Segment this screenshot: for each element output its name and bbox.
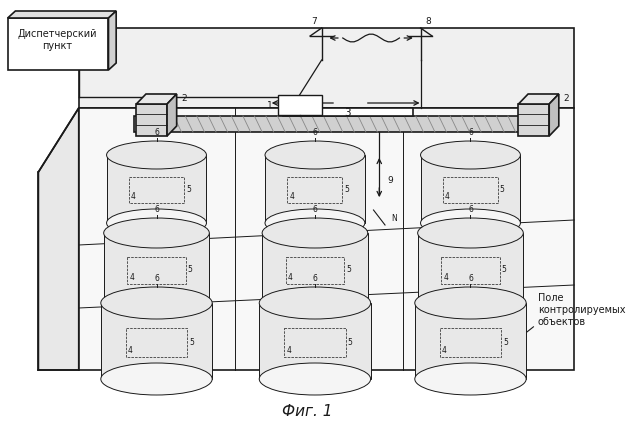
Text: 5: 5 [186, 185, 191, 194]
Polygon shape [104, 233, 209, 305]
Ellipse shape [415, 287, 526, 319]
Text: 4: 4 [129, 273, 134, 282]
Polygon shape [278, 95, 322, 115]
Polygon shape [549, 94, 559, 136]
Text: 6: 6 [312, 274, 317, 283]
Polygon shape [420, 155, 520, 223]
Polygon shape [259, 303, 371, 379]
Text: 2: 2 [182, 94, 187, 103]
Ellipse shape [265, 209, 365, 237]
Text: 1: 1 [267, 101, 273, 110]
Polygon shape [167, 94, 177, 136]
Ellipse shape [104, 290, 209, 320]
Ellipse shape [101, 363, 212, 395]
Polygon shape [284, 108, 413, 116]
Text: 6: 6 [154, 128, 159, 137]
Text: 5: 5 [344, 185, 349, 194]
Ellipse shape [259, 363, 371, 395]
Polygon shape [8, 11, 116, 18]
Text: 5: 5 [189, 338, 194, 347]
Text: Поле
контролируемых
объектов: Поле контролируемых объектов [538, 294, 625, 327]
Polygon shape [415, 303, 526, 379]
Polygon shape [136, 104, 167, 136]
Polygon shape [418, 233, 524, 305]
Text: 2: 2 [564, 94, 569, 103]
Polygon shape [265, 155, 365, 223]
Text: N: N [391, 214, 397, 223]
Text: 6: 6 [312, 128, 317, 137]
Polygon shape [79, 108, 574, 370]
Text: 5: 5 [503, 338, 508, 347]
Polygon shape [107, 155, 207, 223]
Ellipse shape [418, 290, 524, 320]
Ellipse shape [265, 141, 365, 169]
Ellipse shape [415, 363, 526, 395]
Text: 4: 4 [444, 273, 448, 282]
Ellipse shape [107, 141, 207, 169]
Text: 4: 4 [288, 273, 292, 282]
Ellipse shape [104, 218, 209, 248]
Polygon shape [518, 104, 549, 136]
Text: 6: 6 [468, 128, 473, 137]
Polygon shape [101, 303, 212, 379]
Text: 4: 4 [286, 346, 291, 355]
Text: 4: 4 [131, 192, 136, 201]
Polygon shape [134, 116, 538, 132]
Polygon shape [518, 94, 559, 104]
Text: 5: 5 [500, 185, 505, 194]
Text: 7: 7 [311, 17, 317, 26]
Ellipse shape [101, 287, 212, 319]
Text: 6: 6 [468, 274, 473, 283]
Polygon shape [8, 18, 109, 70]
Text: 4: 4 [445, 192, 450, 201]
Text: 9: 9 [387, 175, 393, 184]
Text: 6: 6 [468, 205, 473, 214]
Polygon shape [109, 11, 116, 70]
Polygon shape [38, 108, 79, 370]
Text: 5: 5 [188, 265, 193, 274]
Ellipse shape [262, 218, 368, 248]
Polygon shape [79, 28, 574, 108]
Text: 6: 6 [154, 274, 159, 283]
Text: Фиг. 1: Фиг. 1 [282, 404, 333, 419]
Text: Диспетчерский
пункт: Диспетчерский пункт [18, 29, 97, 51]
Ellipse shape [418, 218, 524, 248]
Text: 6: 6 [312, 205, 317, 214]
Ellipse shape [107, 209, 207, 237]
Polygon shape [262, 233, 368, 305]
Text: 3: 3 [344, 108, 351, 118]
Ellipse shape [259, 287, 371, 319]
Text: 4: 4 [128, 346, 132, 355]
Text: 5: 5 [346, 265, 351, 274]
Text: 6: 6 [154, 205, 159, 214]
Text: 8: 8 [426, 17, 431, 26]
Polygon shape [136, 94, 177, 104]
Text: 4: 4 [442, 346, 447, 355]
Ellipse shape [420, 141, 520, 169]
Text: 4: 4 [289, 192, 294, 201]
Text: 5: 5 [348, 338, 353, 347]
Text: 5: 5 [502, 265, 506, 274]
Ellipse shape [262, 290, 368, 320]
Ellipse shape [420, 209, 520, 237]
